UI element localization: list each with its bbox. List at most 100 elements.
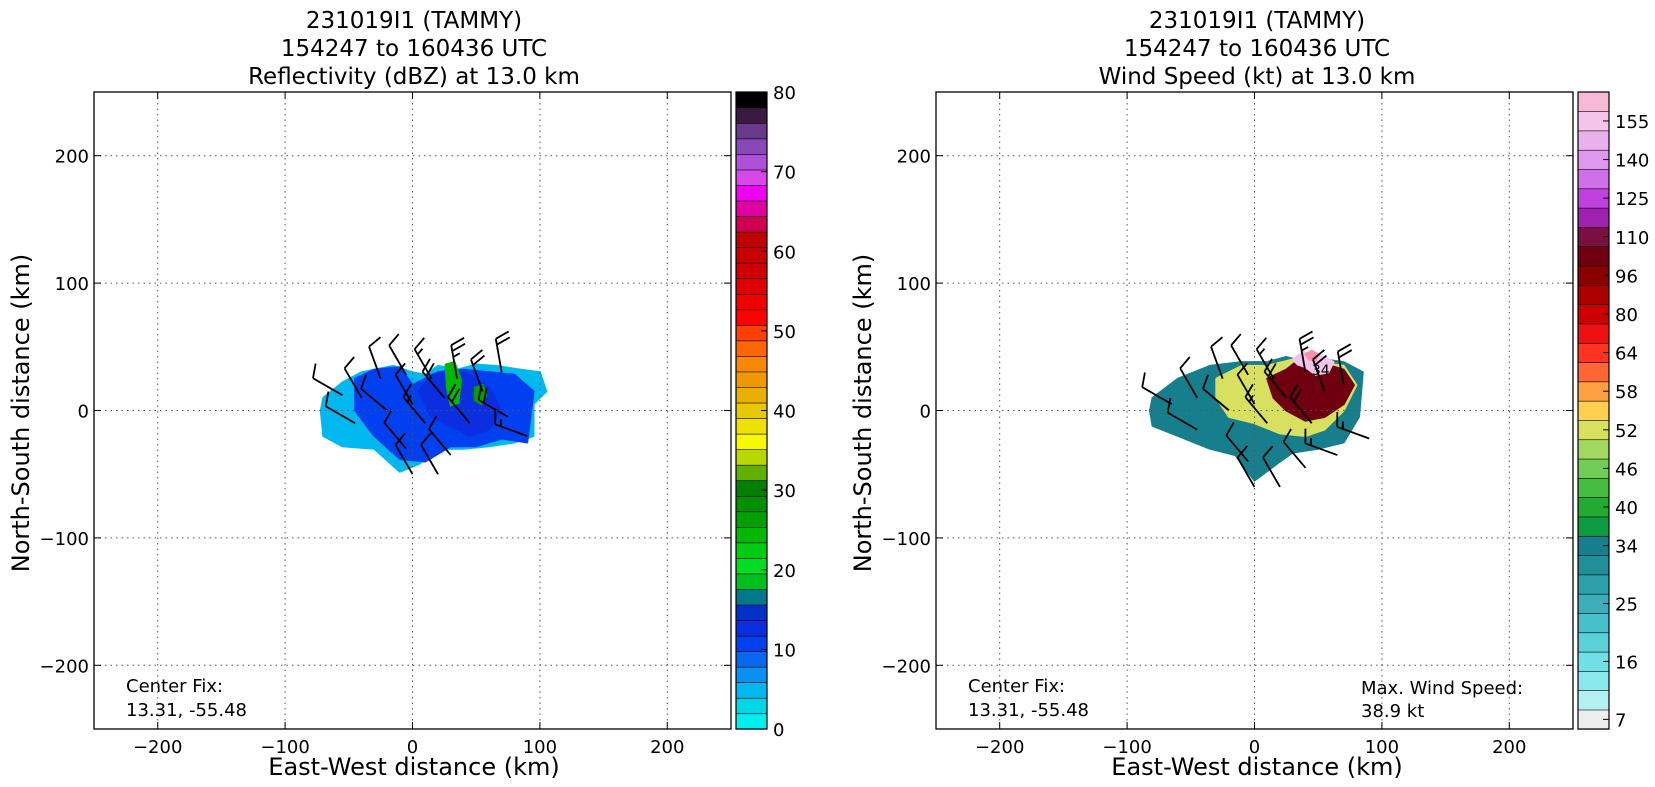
wind-colorbar-band xyxy=(1577,632,1610,653)
wind-colorbar-band xyxy=(1577,612,1610,634)
reflectivity-colorbar-tick-label: 60 xyxy=(773,242,796,263)
reflectivity-colorbar-band xyxy=(735,542,768,559)
barb-flag xyxy=(1263,358,1273,373)
barb-flag xyxy=(388,333,400,346)
reflectivity-colorbar-band xyxy=(735,215,768,233)
barb-staff xyxy=(1225,434,1249,463)
wind-wind-barb xyxy=(1289,383,1313,424)
barb-staff xyxy=(325,405,356,425)
reflectivity-colorbar: 0 10 20 30 40 50 60 70 80 xyxy=(735,83,796,741)
barb-staff xyxy=(360,387,388,412)
wind-x-axis-label: East-West distance (km) xyxy=(1111,753,1402,781)
reflectivity-colorbar-band xyxy=(735,417,768,435)
reflectivity-wind-barb xyxy=(360,374,388,412)
wind-center-fix-value: 13.31, -55.48 xyxy=(968,700,1089,721)
reflectivity-colorbar-band xyxy=(735,557,768,575)
barb-staff xyxy=(1202,387,1230,412)
barb-staff xyxy=(388,344,407,376)
reflectivity-wind-barb xyxy=(477,385,509,418)
barb-flag xyxy=(1179,356,1191,369)
barb-flag xyxy=(1337,343,1352,353)
reflectivity-colorbar-band xyxy=(735,573,768,590)
wind-wind-barb xyxy=(1236,445,1256,488)
wind-plot-area: 34 xyxy=(1141,330,1370,488)
barb-flag xyxy=(482,388,488,404)
wind-colorbar-band xyxy=(1577,516,1610,537)
reflectivity-x-axis-label: East-West distance (km) xyxy=(268,753,559,781)
wind-y-tick-label: 0 xyxy=(920,402,931,423)
reflectivity-colorbar-band xyxy=(735,651,768,668)
barb-half-flag xyxy=(416,348,424,355)
reflectivity-colorbar-band xyxy=(735,153,768,171)
wind-colorbar-band xyxy=(1577,400,1610,421)
reflectivity-colorbar-band xyxy=(735,247,768,264)
reflectivity-colorbar-band xyxy=(735,682,768,699)
barb-staff xyxy=(1167,411,1198,431)
barb-flag xyxy=(1202,374,1209,389)
wind-colorbar-band xyxy=(1577,361,1610,383)
wind-wind-barb xyxy=(1225,422,1249,463)
wind-colorbar-tick-label: 155 xyxy=(1615,112,1649,133)
reflectivity-colorbar-band xyxy=(735,433,768,450)
barb-half-flag xyxy=(406,394,412,403)
reflectivity-plot-area xyxy=(312,330,548,475)
barb-staff xyxy=(428,428,452,456)
wind-y-tick-label: 200 xyxy=(897,147,931,168)
reflectivity-x-tick-label: 0 xyxy=(407,737,418,758)
wind-x-tick-label: 0 xyxy=(1249,737,1260,758)
reflectivity-colorbar-band xyxy=(735,340,768,357)
wind-colorbar-band xyxy=(1577,91,1610,112)
wind-colorbar-frame xyxy=(1577,91,1610,730)
wind-colorbar-band xyxy=(1577,168,1610,190)
reflectivity-wind-barb xyxy=(420,432,439,475)
barb-flag xyxy=(470,349,483,361)
wind-wind-barb xyxy=(1298,330,1314,373)
reflectivity-colorbar-band xyxy=(735,464,768,482)
reflectivity-colorbar-band xyxy=(735,278,768,295)
reflectivity-colorbar-band xyxy=(735,122,768,140)
reflectivity-colorbar-band xyxy=(735,355,768,373)
barb-staff xyxy=(1236,457,1256,488)
wind-colorbar-band xyxy=(1577,477,1610,498)
barb-flag xyxy=(402,383,412,398)
wind-wind-barb xyxy=(1304,428,1338,456)
reflectivity-colorbar-band xyxy=(735,262,768,280)
wind-wind-barb xyxy=(1336,412,1370,440)
barb-flag xyxy=(1293,388,1303,403)
barb-staff xyxy=(1210,346,1224,379)
wind-speed-panel: 231019I1 (TAMMY) 154247 to 160436 UTC Wi… xyxy=(849,8,1649,781)
reflectivity-wind-barb xyxy=(428,415,452,456)
barb-staff xyxy=(1141,386,1173,405)
wind-y-tick-label: −200 xyxy=(882,656,931,677)
barb-flag xyxy=(1267,363,1277,377)
reflectivity-title-line-2: 154247 to 160436 UTC xyxy=(281,36,547,62)
reflectivity-wind-barb xyxy=(324,391,356,425)
reflectivity-wind-barb xyxy=(494,330,511,373)
reflectivity-colorbar-tick-label: 0 xyxy=(773,720,784,741)
wind-colorbar-band xyxy=(1577,670,1610,691)
reflectivity-colorbar-band xyxy=(735,588,768,606)
reflectivity-colorbar-band xyxy=(735,324,768,342)
reflectivity-center-fix-value: 13.31, -55.48 xyxy=(126,700,247,721)
reflectivity-panel: 231019I1 (TAMMY) 154247 to 160436 UTC Re… xyxy=(7,8,796,781)
barb-flag xyxy=(312,363,317,379)
wind-colorbar-tick-label: 40 xyxy=(1615,498,1638,519)
barb-flag xyxy=(420,432,432,446)
barb-flag xyxy=(421,358,431,373)
reflectivity-y-tick-label: 200 xyxy=(55,147,89,168)
wind-y-tick-label: −100 xyxy=(882,529,931,550)
wind-y-axis-label: North-South distance (km) xyxy=(849,254,877,573)
wind-wind-barb xyxy=(1336,343,1353,386)
barb-flag xyxy=(394,362,406,376)
wind-colorbar-tick-label: 140 xyxy=(1615,151,1649,172)
reflectivity-y-tick-label: −200 xyxy=(40,656,89,677)
reflectivity-y-tick-label: 0 xyxy=(78,402,89,423)
barb-flag xyxy=(1236,445,1248,459)
reflectivity-colorbar-band xyxy=(735,200,768,217)
wind-colorbar-band xyxy=(1577,690,1610,711)
barb-flag xyxy=(425,363,435,377)
wind-wind-barb xyxy=(1230,333,1249,376)
barb-flag xyxy=(324,391,330,407)
barb-flag xyxy=(447,383,457,398)
